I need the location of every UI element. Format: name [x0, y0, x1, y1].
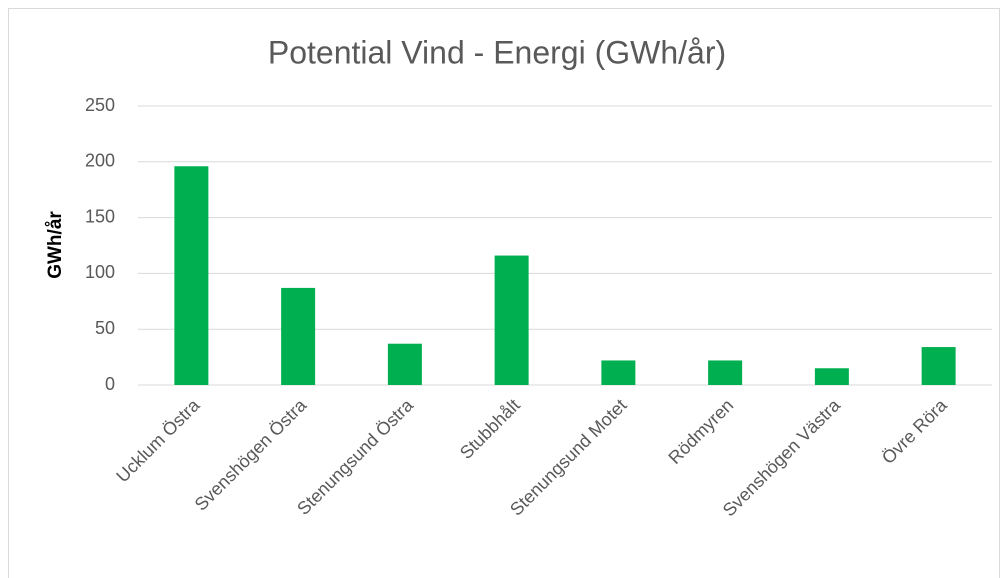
bar: [601, 360, 636, 385]
bar: [494, 255, 529, 385]
y-axis-label: GWh/år: [45, 211, 66, 279]
bar: [708, 360, 743, 385]
y-tick-label: 150: [85, 206, 115, 226]
y-tick-label: 250: [85, 95, 115, 115]
chart-title: Potential Vind - Energi (GWh/år): [268, 34, 726, 70]
bar: [921, 347, 956, 385]
y-tick-label: 100: [85, 262, 115, 282]
y-tick-label: 0: [105, 374, 115, 394]
bar: [174, 166, 209, 385]
bar: [281, 287, 316, 385]
y-tick-label: 200: [85, 151, 115, 171]
bar: [814, 368, 849, 385]
y-tick-label: 50: [95, 318, 115, 338]
bar: [387, 343, 422, 385]
